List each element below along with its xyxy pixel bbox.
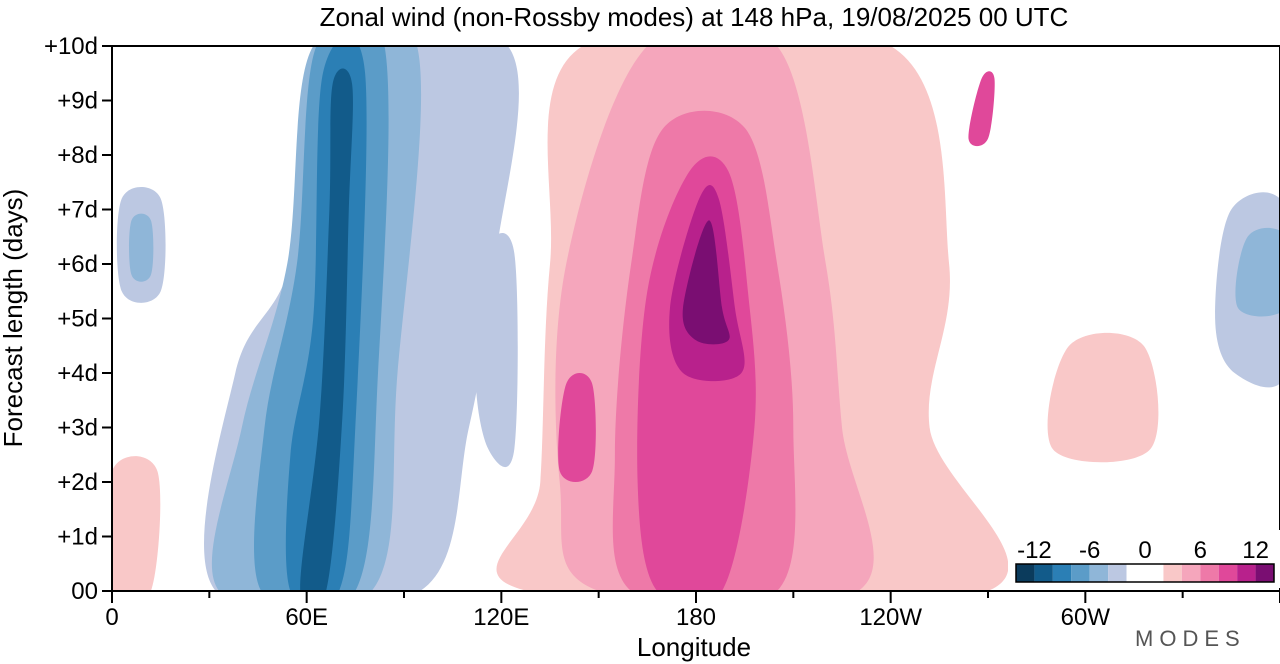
colorbar-swatch	[1237, 564, 1256, 582]
y-tick-label: +2d	[57, 469, 98, 496]
colorbar-label: -12	[1017, 537, 1052, 564]
x-tick-label: 180	[676, 604, 716, 631]
contour-band-7	[300, 68, 353, 591]
colorbar-frame	[1015, 563, 1275, 583]
y-tick-label: +6d	[57, 251, 98, 278]
y-tick-label: +4d	[57, 360, 98, 387]
colorbar-label: -6	[1079, 537, 1100, 564]
y-tick-label: +10d	[44, 33, 98, 60]
plot-area	[111, 45, 1280, 592]
chart-title: Zonal wind (non-Rossby modes) at 148 hPa…	[320, 2, 1069, 32]
x-tick-label: 0	[105, 604, 118, 631]
y-axis-title: Forecast length (days)	[0, 189, 28, 448]
contour-bands	[112, 46, 1280, 591]
colorbar-swatch	[1052, 564, 1072, 582]
colorbar-swatch	[1089, 564, 1109, 582]
colorbar-swatch	[1255, 564, 1274, 582]
contour-band-21	[558, 373, 596, 482]
y-tick-label: +3d	[57, 415, 98, 442]
contour-band-9	[129, 213, 154, 282]
y-axis: 00 +1d +2d +3d +4d +5d +6d +7d +8d +9d +10d	[44, 33, 112, 605]
colorbar: -12 -6 0 6 12	[1008, 530, 1280, 588]
x-axis: 0 60E 120E 180 120W 60W	[105, 591, 1280, 631]
colorbar-swatch	[1181, 564, 1201, 582]
colorbar-swatch	[1200, 564, 1219, 582]
brand-logo: MODES	[1135, 626, 1246, 651]
colorbar-swatch	[1163, 564, 1182, 582]
contour-band-12	[1235, 227, 1280, 317]
x-tick-label: 120E	[473, 604, 529, 631]
contour-band-20	[682, 220, 730, 345]
y-tick-label: +5d	[57, 306, 98, 333]
contour-band-10	[475, 233, 518, 468]
x-tick-label: 60W	[1061, 604, 1111, 631]
colorbar-swatch	[1218, 564, 1238, 582]
x-axis-title: Longitude	[637, 632, 751, 662]
y-tick-label: +8d	[57, 142, 98, 169]
colorbar-swatch	[1016, 564, 1035, 582]
colorbar-swatch	[1108, 564, 1127, 582]
contour-band-14	[112, 456, 161, 591]
colorbar-swatch	[1034, 564, 1053, 582]
colorbar-swatch	[1071, 564, 1090, 582]
colorbar-label: 12	[1242, 537, 1269, 564]
colorbar-label: 6	[1194, 537, 1207, 564]
colorbar-label: 0	[1138, 537, 1151, 564]
x-tick-label: 120W	[859, 604, 922, 631]
x-tick-label: 60E	[285, 604, 328, 631]
colorbar-swatch	[1126, 564, 1164, 582]
y-tick-label: +7d	[57, 197, 98, 224]
contour-band-0	[112, 46, 314, 510]
contour-band-22	[968, 71, 995, 147]
y-tick-label: +9d	[57, 88, 98, 115]
y-tick-label: +1d	[57, 524, 98, 551]
contour-band-15	[1047, 332, 1159, 463]
y-tick-label: 00	[71, 578, 98, 605]
